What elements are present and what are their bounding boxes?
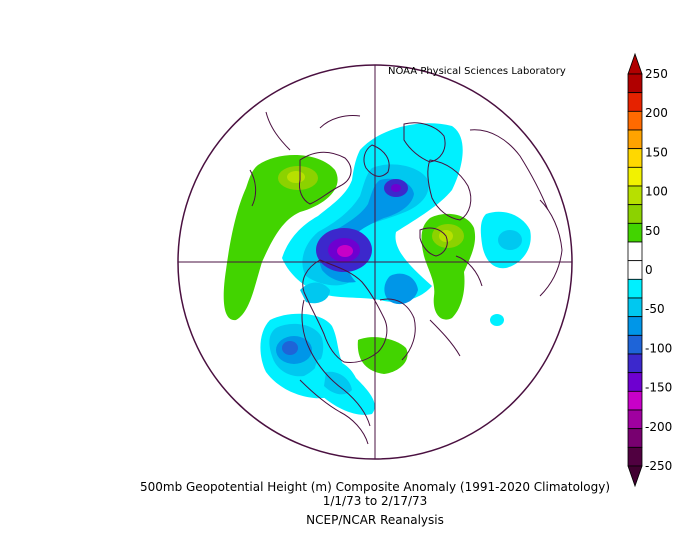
- colorbar-bin: [627, 428, 643, 448]
- positive-anomaly-atlantic: [357, 337, 408, 374]
- colorbar-tick-label: -50: [645, 302, 665, 316]
- credit-text: NOAA Physical Sciences Laboratory: [388, 66, 566, 77]
- colorbar-bin: [627, 334, 643, 355]
- colorbar-bin: [627, 297, 643, 318]
- colorbar-bottom-triangle: [627, 465, 643, 488]
- anomaly-fields: [223, 123, 531, 415]
- colorbar-tick-label: 50: [645, 224, 660, 238]
- colorbar-tick-label: -250: [645, 459, 672, 473]
- colorbar-tick-label: -200: [645, 420, 672, 434]
- colorbar-tick-label: -150: [645, 381, 672, 395]
- colorbar-bin: [627, 92, 643, 112]
- anomaly-map: [177, 64, 573, 460]
- graticule: [178, 65, 572, 459]
- colorbar-bin: [627, 129, 643, 150]
- colorbar-top-triangle: [627, 52, 643, 75]
- colorbar-bin: [627, 166, 643, 187]
- colorbar-tick-label: 0: [645, 263, 653, 277]
- positive-anomaly-pacific: [223, 154, 338, 321]
- colorbar-bin: [627, 110, 643, 131]
- colorbar-tick-label: 150: [645, 145, 668, 159]
- colorbar-bin: [627, 353, 643, 374]
- colorbar-bin: [627, 73, 643, 94]
- colorbar-bin: [627, 241, 643, 262]
- colorbar-bin: [627, 260, 643, 280]
- map-boundary: [177, 64, 573, 460]
- colorbar-bin: [627, 316, 643, 336]
- colorbar-bin: [627, 278, 643, 299]
- caption-source: NCEP/NCAR Reanalysis: [306, 513, 444, 527]
- colorbar-tick-label: 200: [645, 106, 668, 120]
- colorbar-tick-label: 100: [645, 185, 668, 199]
- colorbar-tick-label: -100: [645, 341, 672, 355]
- caption-title: 500mb Geopotential Height (m) Composite …: [139, 480, 610, 494]
- coastlines: [249, 111, 563, 445]
- caption-date-range: 1/1/73 to 2/17/73: [322, 494, 428, 508]
- colorbar-bin: [627, 204, 643, 224]
- colorbar-bin: [627, 148, 643, 168]
- colorbar-bin: [627, 446, 643, 467]
- colorbar-bin: [627, 409, 643, 430]
- colorbar-bin: [627, 185, 643, 206]
- colorbar-bin: [627, 372, 643, 392]
- colorbar-bin: [627, 222, 643, 243]
- colorbar-bin: [627, 390, 643, 411]
- colorbar-tick-label: 250: [645, 67, 668, 81]
